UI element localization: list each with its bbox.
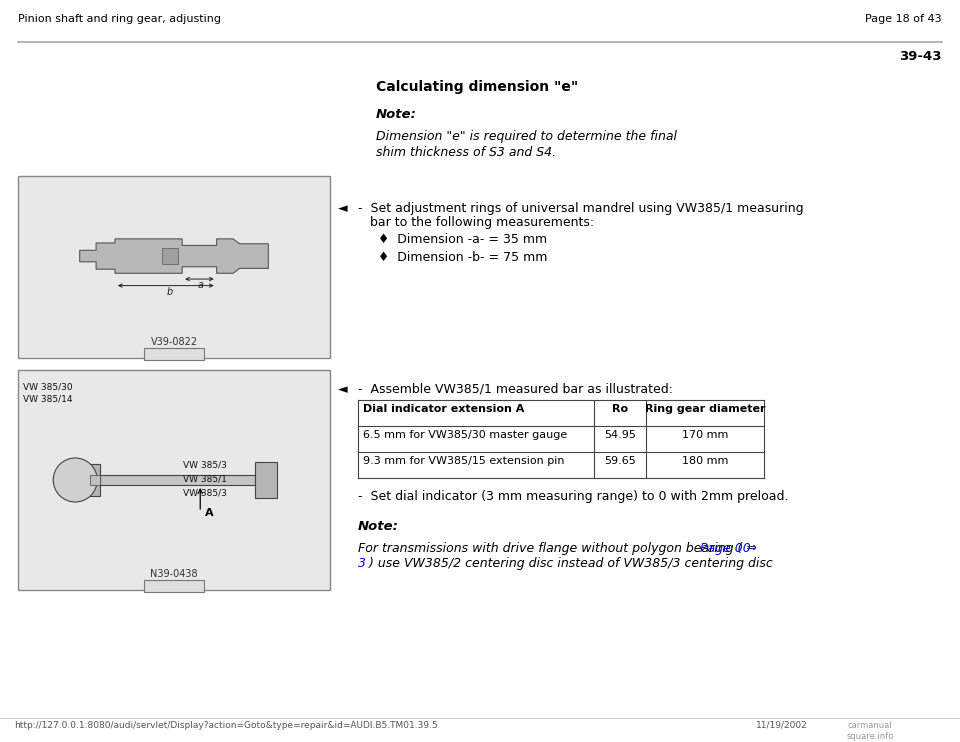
Text: A: A <box>205 508 214 518</box>
Text: Note:: Note: <box>358 520 398 533</box>
Text: 9.3 mm for VW385/15 extension pin: 9.3 mm for VW385/15 extension pin <box>363 456 564 466</box>
Text: -  Set adjustment rings of universal mandrel using VW385/1 measuring: - Set adjustment rings of universal mand… <box>358 202 804 215</box>
Text: 180 mm: 180 mm <box>682 456 729 466</box>
Text: For transmissions with drive flange without polygon bearing ( ⇒: For transmissions with drive flange with… <box>358 542 761 555</box>
Text: ◄: ◄ <box>338 202 348 215</box>
Text: ◄: ◄ <box>338 383 348 396</box>
Polygon shape <box>80 239 268 273</box>
Bar <box>90 475 100 485</box>
Bar <box>100 475 255 485</box>
Text: ) use VW385/2 centering disc instead of VW385/3 centering disc: ) use VW385/2 centering disc instead of … <box>365 557 773 570</box>
Text: 6.5 mm for VW385/30 master gauge: 6.5 mm for VW385/30 master gauge <box>363 430 567 440</box>
Text: Dial indicator extension A: Dial indicator extension A <box>363 404 524 414</box>
Circle shape <box>53 458 97 502</box>
Text: ♦  Dimension -b- = 75 mm: ♦ Dimension -b- = 75 mm <box>378 251 547 264</box>
Text: ♦  Dimension -a- = 35 mm: ♦ Dimension -a- = 35 mm <box>378 233 547 246</box>
Text: 54.95: 54.95 <box>604 430 636 440</box>
Text: shim thickness of S3 and S4.: shim thickness of S3 and S4. <box>376 146 556 159</box>
Text: N39-0438: N39-0438 <box>150 569 198 579</box>
Text: Ro: Ro <box>612 404 628 414</box>
Text: 59.65: 59.65 <box>604 456 636 466</box>
Text: 170 mm: 170 mm <box>682 430 729 440</box>
Text: Page 00-: Page 00- <box>700 542 756 555</box>
Text: -  Set dial indicator (3 mm measuring range) to 0 with 2mm preload.: - Set dial indicator (3 mm measuring ran… <box>358 490 788 503</box>
Text: VW 385/30: VW 385/30 <box>23 382 73 391</box>
Text: 3: 3 <box>358 557 366 570</box>
Text: Pinion shaft and ring gear, adjusting: Pinion shaft and ring gear, adjusting <box>18 14 221 24</box>
Text: Dimension "e" is required to determine the final: Dimension "e" is required to determine t… <box>376 130 677 143</box>
Text: -  Assemble VW385/1 measured bar as illustrated:: - Assemble VW385/1 measured bar as illus… <box>358 383 673 396</box>
Text: VW 385/14: VW 385/14 <box>23 394 73 403</box>
Bar <box>255 462 277 498</box>
Text: VW 385/3: VW 385/3 <box>183 488 227 497</box>
Text: Page 18 of 43: Page 18 of 43 <box>865 14 942 24</box>
Bar <box>18 370 330 590</box>
Text: bar to the following measurements:: bar to the following measurements: <box>358 216 594 229</box>
FancyBboxPatch shape <box>144 348 204 360</box>
FancyBboxPatch shape <box>144 580 204 592</box>
Bar <box>85 464 100 496</box>
Text: carmanual
square.info: carmanual square.info <box>847 721 894 741</box>
Text: VW 385/3: VW 385/3 <box>183 460 227 469</box>
Text: http://127.0.0.1:8080/audi/servlet/Display?action=Goto&type=repair&id=AUDI.B5.TM: http://127.0.0.1:8080/audi/servlet/Displ… <box>14 721 438 730</box>
Text: Note:: Note: <box>376 108 417 121</box>
Text: Ring gear diameter: Ring gear diameter <box>645 404 765 414</box>
Text: 11/19/2002: 11/19/2002 <box>756 721 807 730</box>
Text: 39-43: 39-43 <box>900 50 942 63</box>
Text: V39-0822: V39-0822 <box>151 337 198 347</box>
Text: b: b <box>167 286 173 297</box>
Text: VW 385/1: VW 385/1 <box>183 474 227 483</box>
Bar <box>161 248 179 264</box>
Bar <box>18 176 330 358</box>
Text: Calculating dimension "e": Calculating dimension "e" <box>376 80 578 94</box>
Text: a: a <box>198 280 204 290</box>
